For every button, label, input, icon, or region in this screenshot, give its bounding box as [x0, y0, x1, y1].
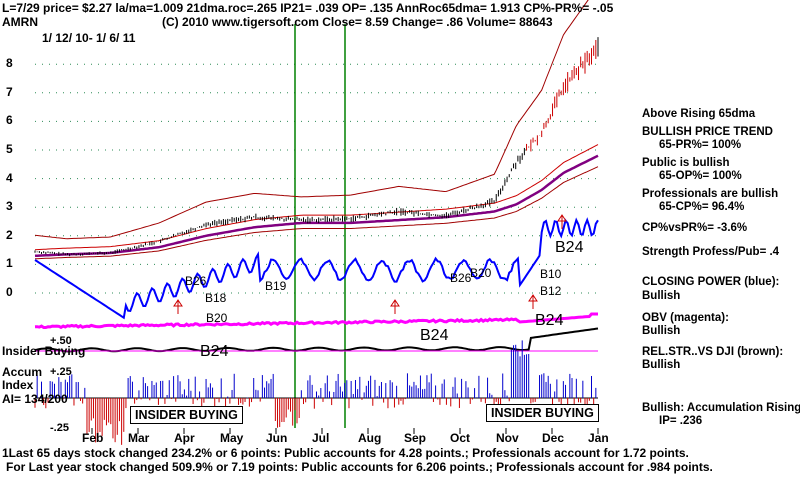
signal-annotation: B20 [206, 311, 228, 325]
lower-band [34, 166, 599, 260]
obv-path [34, 312, 598, 330]
minus25-label: -.25 [50, 422, 69, 434]
signal-annotation: B10 [540, 267, 562, 281]
relstr-value: Bullish [642, 359, 681, 371]
month-label: May [220, 431, 244, 445]
closing-power-path [34, 217, 599, 320]
ma65-line [34, 154, 599, 258]
accum-label: Accum [2, 365, 43, 379]
public-bullish: Public is bullish [642, 157, 730, 169]
accum-rising: Bullish: Accumulation Rising [642, 402, 800, 414]
month-label: Feb [82, 431, 104, 445]
signal-annotation: B26 [185, 274, 207, 288]
month-label: Nov [496, 431, 519, 445]
index-label: Index [2, 378, 34, 392]
obv-value: Bullish [642, 325, 681, 337]
insider-buying-label: Insider Buying [2, 344, 86, 358]
op65: 65-OP%= 100% [659, 170, 742, 182]
date-range: 1/ 12/ 10- 1/ 6/ 11 [42, 31, 136, 45]
header-close: (C) 2010 www.tigersoft.com Close= 8.59 C… [162, 15, 553, 29]
closing-power-value: Bullish [642, 290, 681, 302]
signal-annotation: B24 [535, 312, 564, 329]
insider-buying-box-right: INSIDER BUYING [486, 404, 599, 422]
month-label: Jul [312, 431, 330, 445]
footer-last-65: 1Last 65 days stock changed 234.2% or 6 … [2, 446, 689, 460]
signal-annotation: B20 [470, 266, 492, 280]
obv-line [34, 312, 599, 353]
red-arrow-icon [390, 299, 400, 314]
strength: Strength Profess/Pub= .4 [642, 246, 780, 258]
price-tick-label: 6 [6, 113, 13, 128]
header-stats: L=7/29 price= $2.27 la/ma=1.009 21dma.ro… [2, 1, 614, 15]
obv-label: OBV (magenta): [642, 312, 729, 324]
signal-lines [294, 24, 346, 428]
month-label: Oct [450, 431, 471, 445]
cp65: 65-CP%= 96.4% [659, 201, 745, 213]
ticker: AMRN [2, 15, 38, 29]
red-arrow-icon [528, 294, 538, 309]
month-label: Aug [358, 431, 382, 445]
plus50-label: +.50 [50, 335, 72, 347]
price-bars [34, 37, 599, 257]
signal-annotation: B24 [200, 343, 229, 360]
above-rising: Above Rising 65dma [642, 108, 756, 120]
pr65: 65-PR%= 100% [659, 139, 742, 151]
red-arrow-icon [557, 214, 567, 229]
price-tick-label: 3 [6, 199, 13, 214]
price-tick-label: 8 [6, 56, 13, 71]
signal-annotation: B24 [420, 327, 449, 344]
plus25-label: +.25 [50, 366, 72, 378]
grid [35, 63, 598, 294]
price-bands [34, 0, 599, 260]
price-tick-label: 4 [6, 170, 13, 185]
relstr-path [34, 327, 599, 353]
month-label: Jun [266, 431, 288, 445]
cp-vs-pr: CP%vsPR%= -3.6% [642, 222, 748, 234]
insider-buying-box-left: INSIDER BUYING [130, 406, 243, 424]
closing-power-line [34, 217, 599, 320]
month-label: Jan [588, 431, 609, 445]
price-tick-label: 0 [6, 285, 13, 299]
price-tick-label: 2 [6, 227, 13, 242]
signal-annotation: B24 [555, 239, 584, 256]
footer-last-year: For Last year stock changed 509.9% or 7.… [6, 460, 713, 474]
signal-annotation: B26 [450, 271, 472, 285]
signal-annotation: B18 [205, 291, 227, 305]
closing-power: CLOSING POWER (blue): [642, 276, 780, 288]
mid-band [34, 144, 599, 251]
accumulation-histogram [34, 340, 598, 445]
month-label: Dec [542, 431, 565, 445]
relstr-label: REL.STR..VS DJI (brown): [642, 346, 784, 358]
month-label: Mar [128, 431, 150, 445]
month-label: Apr [174, 431, 195, 445]
ip-value: IP= .236 [659, 415, 703, 427]
month-label: Sep [404, 431, 427, 445]
red-arrow-icon [173, 299, 183, 314]
pros-bullish: Professionals are bullish [642, 188, 779, 200]
price-tick-label: 5 [6, 142, 13, 156]
price-tick-label: 1 [6, 256, 13, 271]
signal-annotation: B12 [540, 284, 562, 298]
ai-label: AI= 134/200 [2, 392, 68, 406]
bullish-trend: BULLISH PRICE TREND [642, 126, 773, 138]
upper-band [34, 0, 589, 240]
signal-annotation: B19 [265, 279, 287, 293]
price-tick-label: 7 [6, 84, 13, 99]
